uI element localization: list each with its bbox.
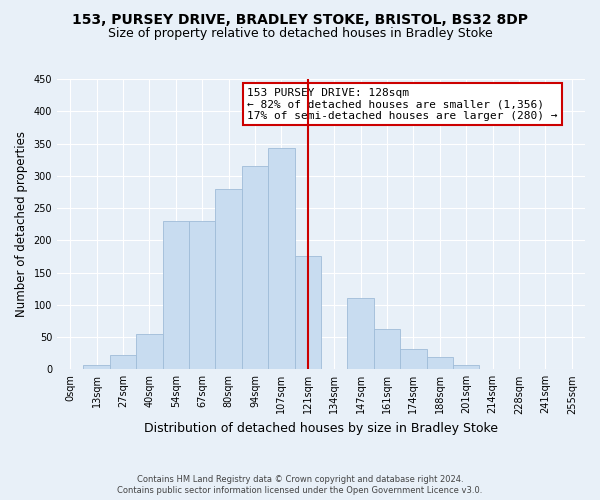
Text: Size of property relative to detached houses in Bradley Stoke: Size of property relative to detached ho… (107, 28, 493, 40)
Bar (453, 365, 479, 370)
Bar (347, 298, 374, 370)
Bar (268, 148, 295, 370)
Bar (136, 334, 163, 370)
Bar (427, 357, 453, 370)
Bar (295, 256, 321, 370)
Bar (163, 221, 189, 370)
Text: Contains HM Land Registry data © Crown copyright and database right 2024.: Contains HM Land Registry data © Crown c… (137, 475, 463, 484)
X-axis label: Distribution of detached houses by size in Bradley Stoke: Distribution of detached houses by size … (144, 422, 498, 435)
Bar (374, 328, 400, 370)
Bar (189, 221, 215, 370)
Bar (400, 348, 427, 370)
Bar (242, 166, 268, 370)
Text: 153 PURSEY DRIVE: 128sqm
← 82% of detached houses are smaller (1,356)
17% of sem: 153 PURSEY DRIVE: 128sqm ← 82% of detach… (247, 88, 557, 121)
Text: Contains public sector information licensed under the Open Government Licence v3: Contains public sector information licen… (118, 486, 482, 495)
Bar (83, 366, 110, 370)
Bar (215, 188, 242, 370)
Text: 153, PURSEY DRIVE, BRADLEY STOKE, BRISTOL, BS32 8DP: 153, PURSEY DRIVE, BRADLEY STOKE, BRISTO… (72, 12, 528, 26)
Y-axis label: Number of detached properties: Number of detached properties (15, 131, 28, 317)
Bar (110, 355, 136, 370)
